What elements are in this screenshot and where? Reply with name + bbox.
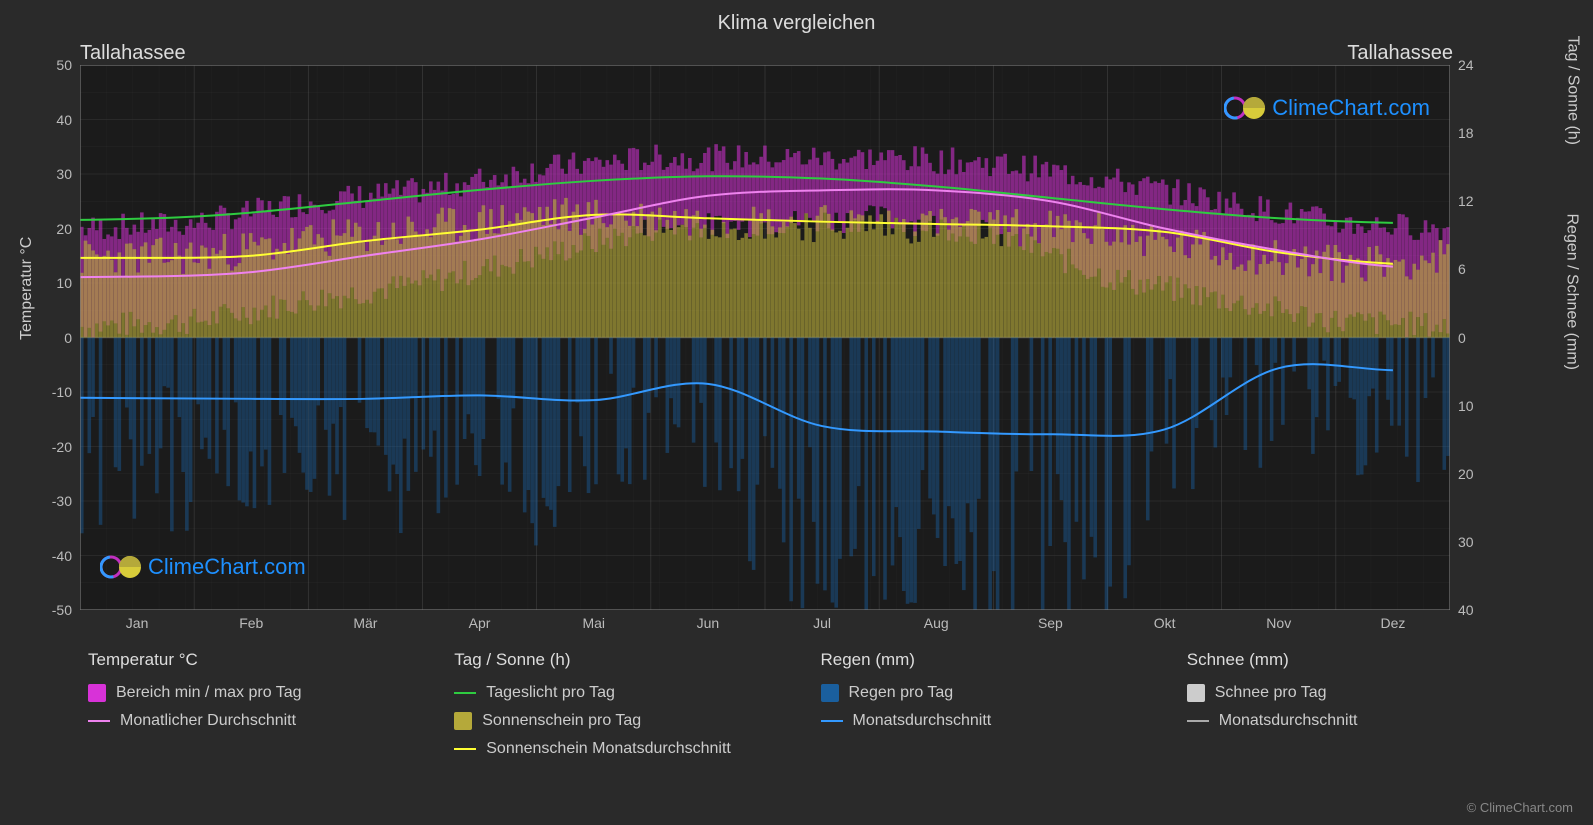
legend-snow-day: Schnee pro Tag [1187,684,1533,702]
swatch-icon [821,720,843,722]
swatch-icon [88,720,110,722]
y-tick-left: -30 [32,493,72,509]
swatch-icon [454,692,476,694]
y-tick-left: 20 [32,221,72,237]
y-tick-right: 0 [1458,330,1498,346]
y-tick-right: 20 [1458,466,1498,482]
legend-label: Schnee pro Tag [1215,684,1327,702]
y-tick-right: 18 [1458,125,1498,141]
y-tick-left: -10 [32,384,72,400]
y-tick-left: 10 [32,275,72,291]
legend-label: Regen pro Tag [849,684,954,702]
swatch-icon [454,748,476,750]
legend-label: Tageslicht pro Tag [486,684,615,702]
x-tick-month: Mai [564,615,624,631]
legend-heading: Temperatur °C [88,650,434,670]
legend-snow-avg: Monatsdurchschnitt [1187,712,1533,730]
legend-heading: Tag / Sonne (h) [454,650,800,670]
legend-temp-avg: Monatlicher Durchschnitt [88,712,434,730]
swatch-icon [1187,684,1205,702]
x-tick-month: Sep [1020,615,1080,631]
logo-icon [1224,95,1266,121]
swatch-icon [88,684,106,702]
legend-sunshine-day: Sonnenschein pro Tag [454,712,800,730]
x-tick-month: Feb [221,615,281,631]
x-tick-month: Okt [1135,615,1195,631]
x-tick-month: Aug [906,615,966,631]
swatch-icon [821,684,839,702]
legend-rain-avg: Monatsdurchschnitt [821,712,1167,730]
watermark-text: ClimeChart.com [1272,95,1430,121]
legend-label: Bereich min / max pro Tag [116,684,302,702]
city-label-right: Tallahassee [1347,42,1453,65]
legend-sunshine-avg: Sonnenschein Monatsdurchschnitt [454,740,800,758]
city-label-left: Tallahassee [80,42,186,65]
legend-label: Monatsdurchschnitt [1219,712,1358,730]
y-tick-right: 6 [1458,261,1498,277]
watermark-bottom: ClimeChart.com [100,554,306,580]
y-tick-right: 30 [1458,534,1498,550]
y-tick-left: -20 [32,439,72,455]
credit-text: © ClimeChart.com [1467,800,1573,815]
swatch-icon [454,712,472,730]
y-tick-right: 40 [1458,602,1498,618]
x-tick-month: Dez [1363,615,1423,631]
y-tick-left: 40 [32,112,72,128]
chart-svg [80,65,1450,610]
watermark-text: ClimeChart.com [148,554,306,580]
y-tick-left: 30 [32,166,72,182]
legend-heading: Regen (mm) [821,650,1167,670]
x-tick-month: Mär [335,615,395,631]
legend-temp: Temperatur °C Bereich min / max pro Tag … [88,650,434,768]
legend-snow: Schnee (mm) Schnee pro Tag Monatsdurchsc… [1187,650,1533,768]
legend-label: Monatlicher Durchschnitt [120,712,296,730]
x-tick-month: Nov [1249,615,1309,631]
y-axis-right-top-label: Tag / Sonne (h) [1563,36,1581,145]
x-tick-month: Jul [792,615,852,631]
x-tick-month: Jan [107,615,167,631]
legend-temp-range: Bereich min / max pro Tag [88,684,434,702]
y-tick-right: 10 [1458,398,1498,414]
watermark-top: ClimeChart.com [1224,95,1430,121]
legend-daylight: Tageslicht pro Tag [454,684,800,702]
legend-sun: Tag / Sonne (h) Tageslicht pro Tag Sonne… [454,650,800,768]
y-tick-right: 24 [1458,57,1498,73]
chart-title: Klima vergleichen [0,0,1593,35]
y-tick-left: -50 [32,602,72,618]
y-axis-right-bottom-label: Regen / Schnee (mm) [1563,213,1581,370]
legend-rain: Regen (mm) Regen pro Tag Monatsdurchschn… [821,650,1167,768]
legend-label: Sonnenschein pro Tag [482,712,641,730]
legend-label: Monatsdurchschnitt [853,712,992,730]
y-tick-right: 12 [1458,193,1498,209]
y-tick-left: -40 [32,548,72,564]
legend: Temperatur °C Bereich min / max pro Tag … [88,650,1533,768]
x-tick-month: Apr [450,615,510,631]
legend-rain-day: Regen pro Tag [821,684,1167,702]
legend-heading: Schnee (mm) [1187,650,1533,670]
logo-icon [100,554,142,580]
swatch-icon [1187,720,1209,722]
plot-area: 50403020100-10-20-30-40-50 2418126010203… [80,65,1450,610]
y-tick-left: 0 [32,330,72,346]
legend-label: Sonnenschein Monatsdurchschnitt [486,740,731,758]
y-tick-left: 50 [32,57,72,73]
x-tick-month: Jun [678,615,738,631]
